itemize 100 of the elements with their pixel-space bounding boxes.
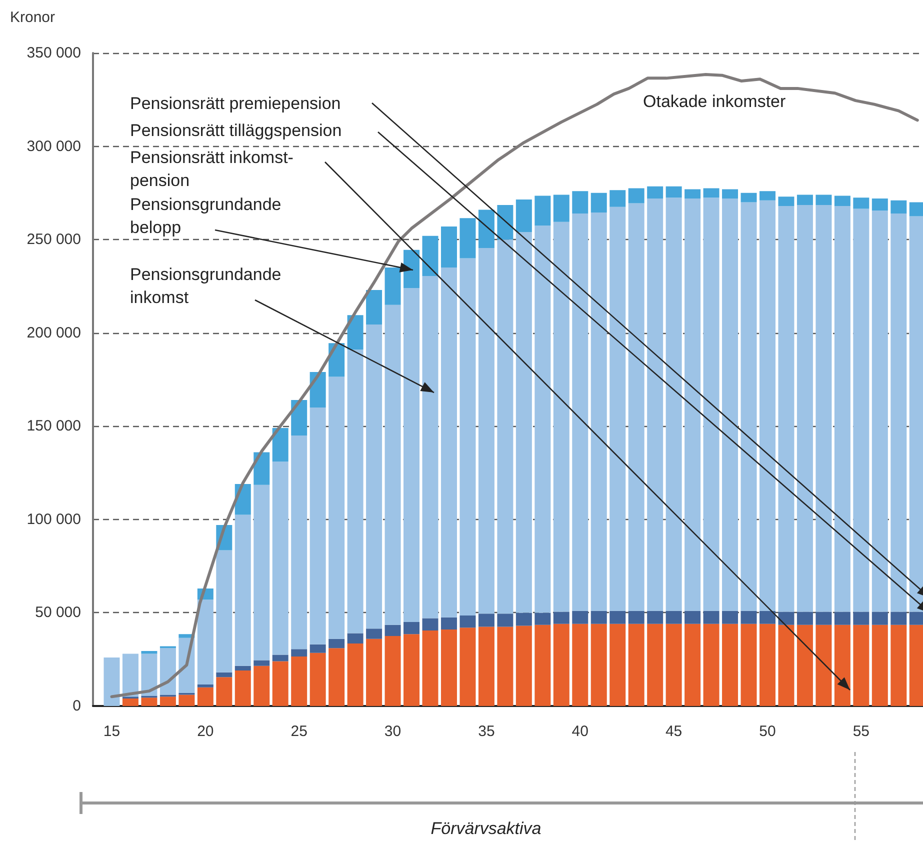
bar — [422, 236, 438, 276]
bar — [590, 212, 607, 611]
bar — [722, 610, 738, 624]
annotation: Pensionsrätt premiepension — [130, 94, 341, 113]
bar — [647, 198, 664, 611]
bar — [254, 484, 270, 660]
bar — [216, 672, 232, 678]
bar — [141, 698, 158, 706]
bar — [254, 452, 270, 485]
bar — [272, 661, 288, 706]
bar — [328, 376, 345, 639]
x-tick-label: 40 — [572, 723, 588, 740]
bar — [590, 610, 607, 624]
bar — [647, 610, 664, 624]
bar — [497, 626, 514, 706]
bar — [872, 624, 888, 706]
bar — [291, 649, 308, 657]
bar — [460, 628, 476, 706]
bar — [291, 400, 308, 436]
bar — [553, 624, 570, 706]
x-tick-label: 35 — [478, 723, 495, 740]
bar — [759, 624, 776, 706]
bar — [384, 636, 401, 706]
annotation: Pensionsrätt inkomst- pension — [130, 148, 294, 190]
y-tick-label: 200 000 — [26, 324, 81, 342]
bar — [610, 206, 626, 611]
bar — [404, 634, 420, 706]
bar — [796, 205, 813, 612]
annotation: Pensionsrätt tilläggspension — [130, 121, 342, 140]
bar — [684, 198, 701, 611]
bar — [534, 226, 551, 613]
annotation: Otakade inkomster — [643, 92, 786, 111]
bar — [590, 192, 607, 213]
bar — [197, 684, 214, 688]
bar — [740, 610, 757, 624]
bar — [384, 268, 401, 305]
bar — [796, 612, 813, 625]
bar — [440, 617, 457, 630]
y-axis-title: Kronor — [10, 9, 56, 26]
bar — [460, 616, 476, 628]
bar — [778, 612, 794, 625]
bar — [722, 198, 738, 611]
annotation: Pensionsgrundande inkomst — [130, 265, 282, 307]
bar — [478, 248, 494, 614]
bar — [347, 315, 364, 350]
bar — [759, 191, 776, 200]
bar — [610, 190, 626, 207]
bar — [216, 550, 232, 672]
bar — [310, 652, 326, 706]
bar — [853, 198, 870, 209]
bar — [272, 654, 288, 662]
bar — [703, 610, 720, 624]
bar — [534, 624, 551, 706]
text: Förvärvsaktiva — [430, 819, 542, 838]
x-tick-label: 50 — [759, 723, 776, 740]
bar — [366, 290, 382, 324]
bar — [647, 624, 664, 706]
bar — [516, 612, 532, 626]
bar — [759, 610, 776, 624]
bar — [834, 196, 850, 206]
bar — [740, 624, 757, 706]
bar — [440, 630, 457, 706]
bar — [628, 624, 644, 706]
x-tick-label: 45 — [665, 723, 682, 740]
bar — [272, 428, 288, 462]
bar — [834, 624, 850, 706]
bar — [516, 199, 532, 232]
y-tick-label: 0 — [72, 698, 81, 714]
bar — [572, 191, 588, 214]
bar — [497, 205, 514, 240]
bar — [347, 644, 364, 706]
bar — [684, 189, 701, 199]
bar — [703, 198, 720, 611]
bar — [872, 612, 888, 625]
bar — [553, 194, 570, 222]
bar — [610, 610, 626, 624]
x-tick-label: 15 — [103, 723, 120, 740]
bar — [234, 666, 251, 671]
bar — [197, 687, 214, 706]
bar — [404, 622, 420, 634]
bar — [572, 624, 588, 706]
bar — [384, 304, 401, 625]
bar — [890, 612, 907, 625]
bar — [628, 188, 644, 204]
bar — [216, 677, 232, 706]
bar — [703, 624, 720, 706]
bar — [872, 210, 888, 612]
bar — [328, 638, 345, 648]
bar — [853, 612, 870, 625]
bar — [328, 648, 345, 706]
x-tick-label: 20 — [197, 723, 214, 740]
bar — [778, 624, 794, 706]
bar — [366, 324, 382, 629]
x-tick-label: 30 — [384, 723, 402, 740]
bar — [572, 610, 588, 624]
bar — [178, 694, 195, 706]
bar — [478, 614, 494, 627]
bar — [722, 624, 738, 706]
bar — [122, 654, 138, 697]
bar — [666, 186, 682, 198]
